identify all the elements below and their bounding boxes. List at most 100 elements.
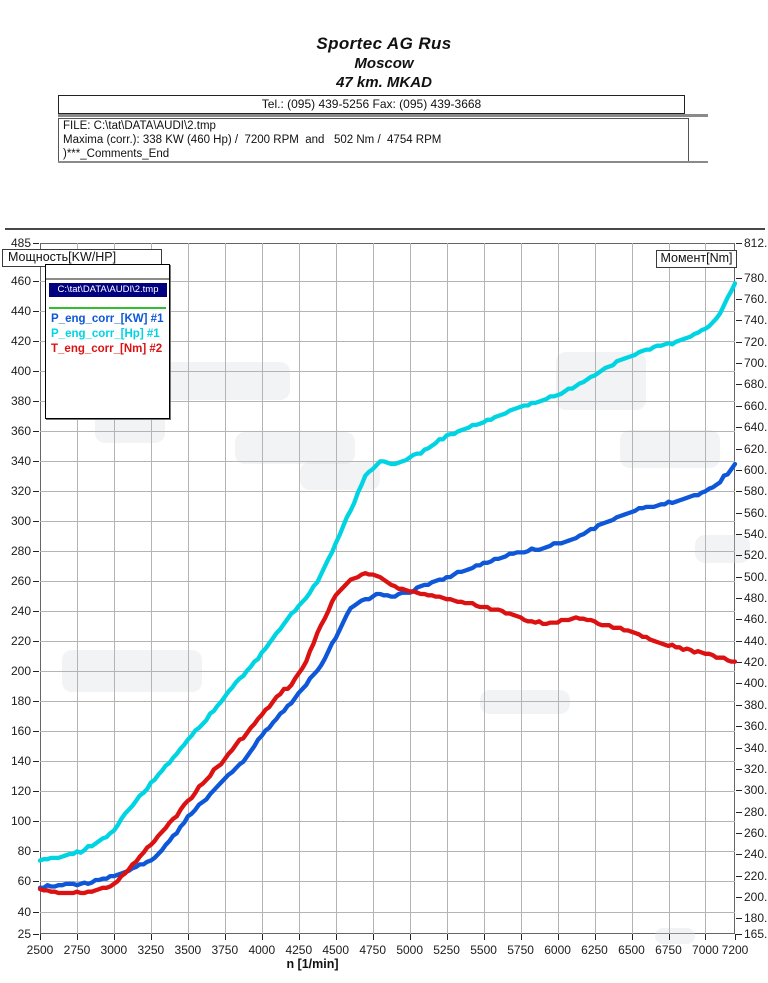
left-tick-mark [33,761,39,763]
watermark-blob [235,432,355,464]
legend-title-bar: C:\tat\DATA\AUDI\2.tmp [49,283,167,297]
right-tick-label: 180. [744,911,768,926]
x-tick-label: 7200 [721,943,749,957]
right-tick-mark [736,833,742,834]
x-axis-title: n [1/min] [286,957,339,971]
right-tick-label: 360. [744,719,768,734]
left-tick-label: 320 [10,483,31,498]
right-tick-mark [736,918,742,920]
left-tick-label: 380 [10,393,31,408]
right-tick-mark [736,448,742,450]
x-tick-mark [483,934,485,940]
v-gridline [113,243,115,934]
left-tick-mark [33,641,39,643]
h-gridline [40,611,735,612]
left-tick-label: 120 [10,784,31,799]
left-tick-label: 160 [10,724,31,739]
left-tick-label: 180 [10,694,31,709]
right-tick-mark [736,854,742,856]
phone-box: Tel.: (095) 439-5256 Fax: (095) 439-3668 [58,95,685,114]
x-tick-mark [150,934,152,940]
v-gridline [631,243,633,934]
right-axis-title-box: Момент[Nm] [656,250,737,268]
right-tick-mark [736,662,742,664]
right-tick-mark [736,341,742,343]
file-path-line: FILE: C:\tat\DATA\AUDI\2.tmp [63,120,216,132]
x-tick-label: 4250 [285,943,313,957]
x-tick-mark [409,934,411,940]
left-tick-label: 300 [10,513,31,528]
x-tick-label: 4750 [359,943,387,957]
v-gridline [594,243,596,934]
watermark-blob [556,352,646,410]
left-tick-label: 460 [10,273,31,288]
left-tick-mark [33,550,39,552]
left-tick-label: 440 [10,303,31,318]
x-tick-mark [261,934,263,940]
right-tick-mark [736,363,742,364]
right-tick-mark [736,512,742,514]
left-tick-label: 260 [10,574,31,588]
right-tick-mark [736,640,742,642]
left-tick-mark [33,460,39,462]
x-tick-label: 2750 [63,943,91,957]
right-tick-mark [736,897,742,898]
right-tick-mark [736,277,742,279]
right-tick-mark [736,811,742,813]
left-tick-mark [33,611,39,612]
x-tick-mark [40,934,41,940]
v-gridline [298,243,300,934]
curve-p-eng-corr-hp-1 [37,281,738,863]
v-gridline [446,243,448,934]
right-tick-label: 780. [744,270,768,285]
x-tick-mark [668,934,670,940]
v-gridline [224,243,226,934]
right-tick-mark [736,934,742,935]
right-tick-mark [736,619,742,621]
x-tick-mark [372,934,374,940]
right-tick-label: 380. [744,697,768,712]
watermark-blob [62,650,202,692]
right-tick-mark [736,533,742,535]
x-tick-label: 4000 [248,943,276,957]
right-tick-mark [736,243,742,244]
left-tick-label: 80 [17,844,31,859]
h-gridline [40,701,735,703]
comments-line: )***_Comments_End [63,148,170,160]
right-tick-label: 340. [744,740,768,755]
x-tick-label: 2500 [26,943,54,957]
right-tick-mark [736,747,742,749]
legend-item-hp: P_eng_corr_[Hp] #1 [51,328,160,340]
left-tick-label: 340 [10,453,31,468]
x-tick-label: 3000 [100,943,128,957]
left-tick-label: 420 [10,333,31,348]
legend-green-divider [49,307,166,309]
left-tick-mark [33,520,39,522]
right-tick-label: 812. [744,236,768,250]
right-tick-mark [736,555,742,557]
left-tick-mark [33,881,39,883]
left-axis-title: Мощность[KW/HP] [8,250,117,264]
h-gridline [40,911,735,913]
x-tick-mark [735,934,736,940]
right-tick-label: 640. [744,420,768,435]
right-tick-label: 760. [744,292,768,306]
left-tick-mark [33,310,39,312]
right-tick-mark [736,491,742,493]
legend-window[interactable]: C:\tat\DATA\AUDI\2.tmp P_eng_corr_[KW] #… [45,264,170,419]
x-tick-label: 7000 [692,943,719,957]
left-tick-mark [33,821,39,823]
right-tick-label: 680. [744,377,768,392]
x-tick-mark [446,934,448,940]
x-tick-label: 6500 [618,943,645,957]
x-tick-mark [113,934,115,940]
v-gridline [668,243,670,934]
h-gridline [40,400,735,402]
left-tick-label: 280 [10,543,31,558]
h-gridline [40,851,735,853]
right-tick-label: 200. [744,890,768,904]
right-tick-mark [736,790,742,792]
left-tick-mark [33,671,39,673]
right-tick-label: 460. [744,612,768,627]
